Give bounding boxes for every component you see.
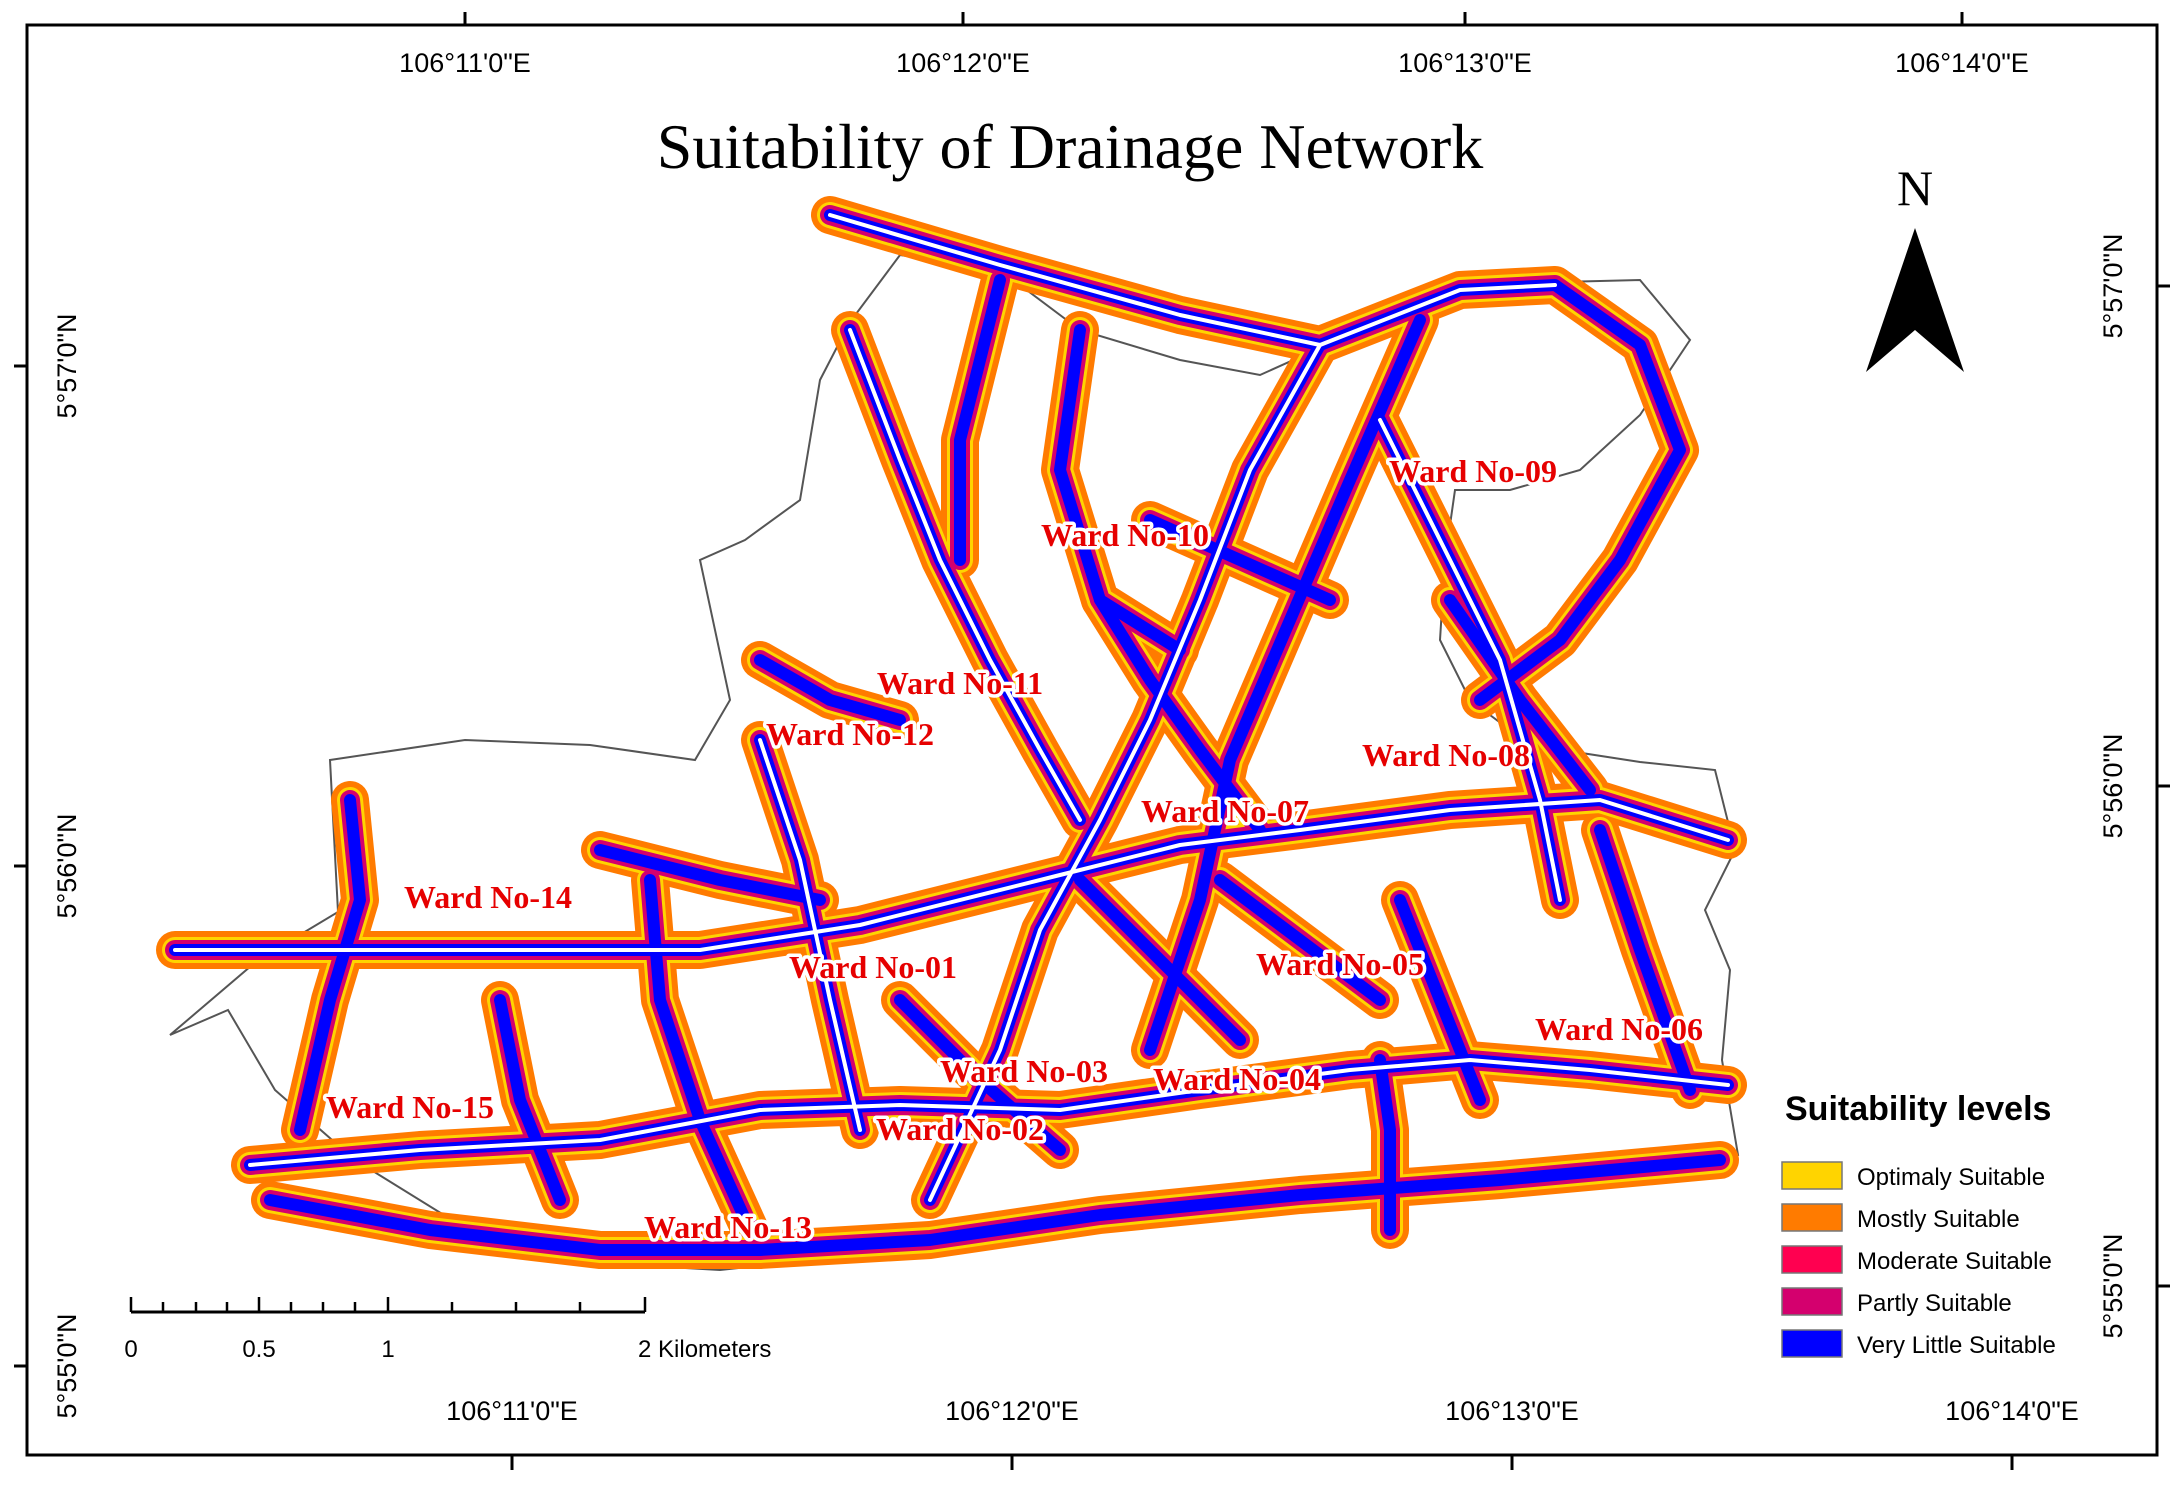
ward-label-04: Ward No-04: [1153, 1061, 1321, 1097]
north-arrow: N: [1866, 160, 1964, 372]
scale-label-1: 1: [381, 1336, 394, 1363]
legend-swatch-partly: [1781, 1287, 1843, 1316]
legend-swatch-mostly: [1781, 1203, 1843, 1232]
legend-swatch-very-little: [1781, 1329, 1843, 1358]
road-centerlines: [173, 213, 1730, 1202]
ward-label-11: Ward No-11: [877, 665, 1043, 701]
legend-title: Suitability levels: [1785, 1090, 2051, 1128]
graticule-label-left-3: 5°55'0"N: [52, 1313, 82, 1418]
north-arrow-icon: [1866, 228, 1964, 372]
legend-swatch-optimal: [1781, 1161, 1843, 1190]
ward-label-13: Ward No-13: [644, 1209, 812, 1245]
ward-label-06: Ward No-06: [1535, 1011, 1703, 1047]
graticule-label-right-2: 5°56'0"N: [2098, 733, 2128, 838]
legend-label-mostly: Mostly Suitable: [1857, 1206, 2020, 1233]
ward-label-01: Ward No-01: [789, 949, 957, 985]
scale-bar: 0 0.5 1 2 Kilometers: [124, 1297, 771, 1363]
legend-label-moderate: Moderate Suitable: [1857, 1248, 2052, 1275]
graticule-label-top-3: 106°13'0"E: [1398, 48, 1532, 78]
graticule-label-bottom-1: 106°11'0"E: [446, 1396, 578, 1426]
ward-label-15: Ward No-15: [326, 1089, 494, 1125]
graticule-label-top-1: 106°11'0"E: [399, 48, 531, 78]
ward-label-12: Ward No-12: [766, 716, 934, 752]
ward-label-10: Ward No-10: [1041, 517, 1209, 553]
drainage-network: [156, 196, 1747, 1269]
neat-line: [25, 23, 2159, 1457]
ward-label-05: Ward No-05: [1256, 946, 1424, 982]
map-title: Suitability of Drainage Network: [657, 111, 1483, 182]
legend-label-very-little: Very Little Suitable: [1857, 1332, 2056, 1359]
legend-swatch-moderate: [1781, 1245, 1843, 1274]
ward-label-03: Ward No-03: [940, 1053, 1108, 1089]
graticule-label-left-1: 5°57'0"N: [52, 313, 82, 418]
graticule-label-bottom-3: 106°13'0"E: [1445, 1396, 1579, 1426]
graticule-label-right-1: 5°57'0"N: [2098, 233, 2128, 338]
ward-label-14: Ward No-14: [404, 879, 572, 915]
scale-label-2-km: 2 Kilometers: [638, 1336, 771, 1363]
ward-labels: Ward No-01 Ward No-02 Ward No-03 Ward No…: [323, 450, 1707, 1249]
graticule-label-bottom-2: 106°12'0"E: [945, 1396, 1079, 1426]
scale-label-0: 0: [124, 1336, 137, 1363]
legend-label-optimal: Optimaly Suitable: [1857, 1164, 2045, 1191]
ward-label-02: Ward No-02: [876, 1111, 1044, 1147]
graticule-label-right-3: 5°55'0"N: [2098, 1233, 2128, 1338]
legend: Suitability levels Optimaly Suitable Mos…: [1781, 1090, 2056, 1359]
ward-label-09: Ward No-09: [1389, 453, 1557, 489]
graticule-label-top-4: 106°14'0"E: [1895, 48, 2029, 78]
graticule-ticks: [14, 12, 2170, 1470]
scale-label-0-5: 0.5: [242, 1336, 275, 1363]
ward-label-07: Ward No-07: [1141, 793, 1309, 829]
graticule-label-top-2: 106°12'0"E: [896, 48, 1030, 78]
graticule-label-bottom-4: 106°14'0"E: [1945, 1396, 2079, 1426]
legend-label-partly: Partly Suitable: [1857, 1290, 2012, 1317]
graticule-label-left-2: 5°56'0"N: [52, 813, 82, 918]
ward-label-08: Ward No-08: [1362, 737, 1530, 773]
north-label: N: [1897, 160, 1933, 216]
